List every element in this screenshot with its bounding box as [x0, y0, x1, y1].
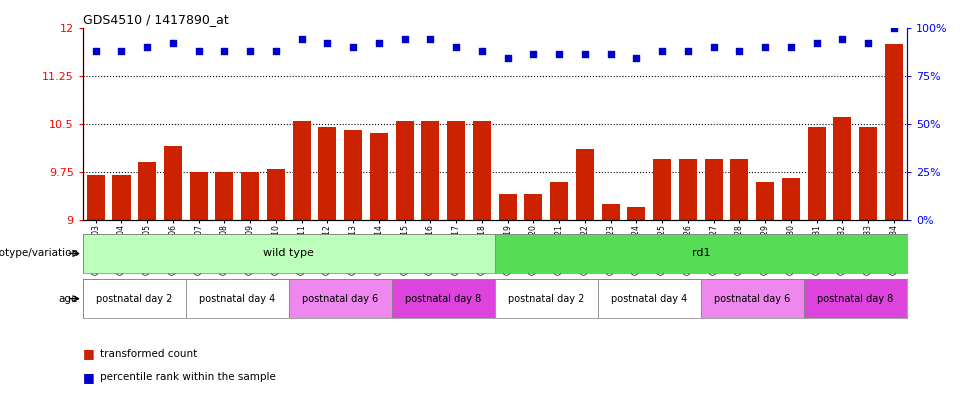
Bar	[241, 172, 259, 220]
Text: rd1: rd1	[691, 248, 710, 259]
Bar	[289, 279, 392, 318]
Text: age: age	[58, 294, 78, 304]
Point	[603, 51, 618, 58]
Point	[706, 44, 722, 50]
Point	[654, 48, 670, 54]
Point	[577, 51, 593, 58]
Point	[448, 44, 464, 50]
Text: postnatal day 8: postnatal day 8	[406, 294, 482, 304]
Point	[886, 24, 902, 31]
Bar	[473, 121, 491, 220]
Bar	[344, 130, 363, 220]
Bar	[550, 182, 568, 220]
Point	[216, 48, 232, 54]
Point	[474, 48, 489, 54]
Bar	[83, 234, 494, 273]
Point	[731, 48, 747, 54]
Bar	[701, 279, 803, 318]
Point	[783, 44, 799, 50]
Point	[526, 51, 541, 58]
Point	[243, 48, 258, 54]
Bar	[186, 279, 289, 318]
Point	[422, 36, 438, 42]
Bar	[803, 279, 907, 318]
Text: genotype/variation: genotype/variation	[0, 248, 78, 259]
Bar	[576, 149, 594, 220]
Bar	[705, 159, 722, 220]
Bar	[498, 195, 517, 220]
Text: wild type: wild type	[263, 248, 314, 259]
Text: postnatal day 4: postnatal day 4	[199, 294, 276, 304]
Bar	[392, 279, 494, 318]
Point	[500, 55, 516, 61]
Bar	[190, 172, 208, 220]
Bar	[267, 169, 285, 220]
Bar	[602, 204, 620, 220]
Point	[139, 44, 155, 50]
Bar	[679, 159, 697, 220]
Bar	[421, 121, 440, 220]
Point	[758, 44, 773, 50]
Text: postnatal day 2: postnatal day 2	[97, 294, 173, 304]
Bar	[885, 44, 903, 220]
Text: ■: ■	[83, 371, 95, 384]
Point	[629, 55, 644, 61]
Text: GDS4510 / 1417890_at: GDS4510 / 1417890_at	[83, 13, 228, 26]
Point	[165, 40, 180, 46]
Bar	[370, 134, 388, 220]
Bar	[525, 195, 542, 220]
Bar	[757, 182, 774, 220]
Point	[681, 48, 696, 54]
Bar	[834, 118, 851, 220]
Bar	[598, 279, 701, 318]
Bar	[319, 127, 336, 220]
Point	[860, 40, 876, 46]
Bar	[807, 127, 826, 220]
Bar	[494, 279, 598, 318]
Bar	[627, 207, 645, 220]
Bar	[292, 121, 311, 220]
Bar	[112, 175, 131, 220]
Bar	[87, 175, 104, 220]
Bar	[730, 159, 749, 220]
Text: transformed count: transformed count	[100, 349, 198, 359]
Point	[320, 40, 335, 46]
Bar	[138, 162, 156, 220]
Text: ■: ■	[83, 347, 95, 360]
Text: postnatal day 6: postnatal day 6	[302, 294, 378, 304]
Point	[371, 40, 387, 46]
Text: postnatal day 4: postnatal day 4	[611, 294, 687, 304]
Point	[552, 51, 567, 58]
Point	[345, 44, 361, 50]
Point	[397, 36, 412, 42]
Bar	[859, 127, 878, 220]
Point	[88, 48, 103, 54]
Point	[268, 48, 284, 54]
Point	[114, 48, 130, 54]
Point	[835, 36, 850, 42]
Point	[191, 48, 207, 54]
Text: postnatal day 6: postnatal day 6	[714, 294, 791, 304]
Point	[809, 40, 825, 46]
Bar	[448, 121, 465, 220]
Bar	[164, 146, 182, 220]
Bar	[215, 172, 233, 220]
Bar	[653, 159, 671, 220]
Text: percentile rank within the sample: percentile rank within the sample	[100, 372, 276, 382]
Text: postnatal day 2: postnatal day 2	[508, 294, 584, 304]
Bar	[83, 279, 186, 318]
Bar	[494, 234, 907, 273]
Bar	[396, 121, 413, 220]
Point	[293, 36, 309, 42]
Bar	[782, 178, 800, 220]
Text: postnatal day 8: postnatal day 8	[817, 294, 893, 304]
